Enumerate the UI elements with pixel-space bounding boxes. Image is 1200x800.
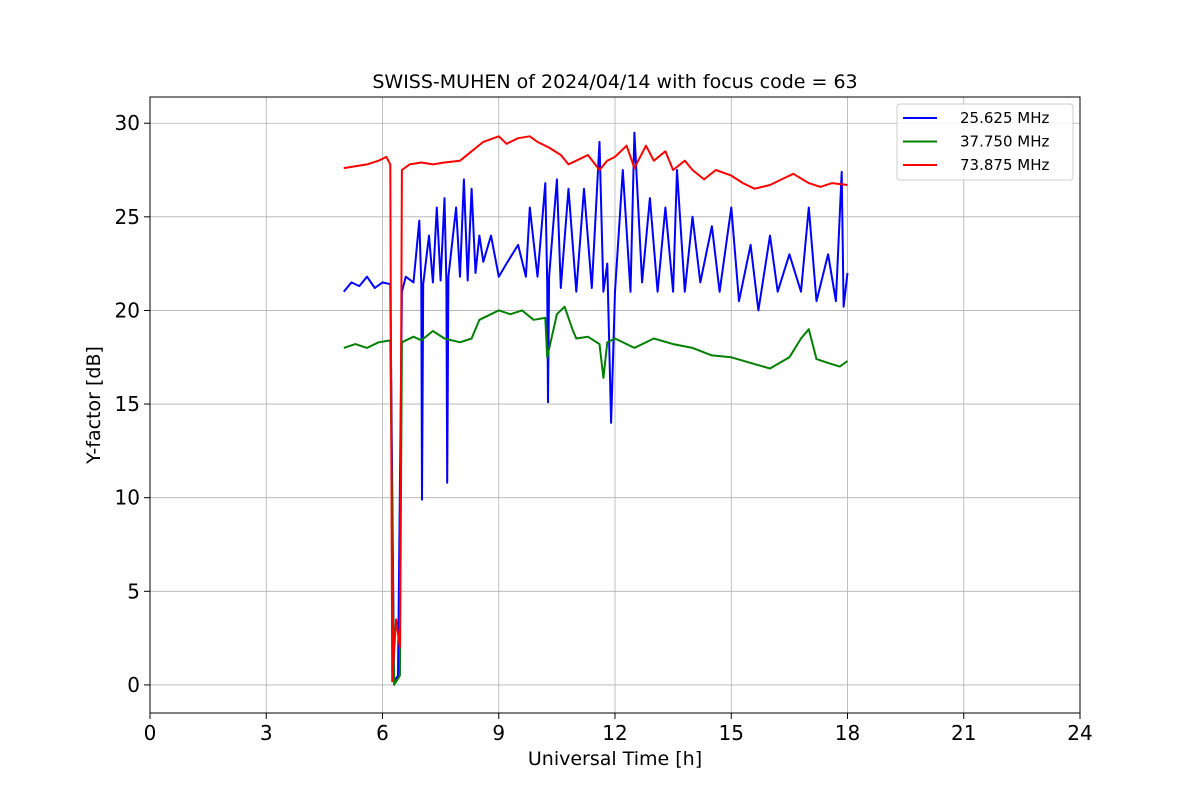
series-line-1 xyxy=(343,305,849,686)
y-axis-label: Y-factor [dB] xyxy=(83,346,105,465)
x-axis-ticks: 0 3 6 9 12 15 18 21 24 xyxy=(144,713,1093,745)
y-tick-label: 15 xyxy=(115,392,140,416)
y-tick-label: 25 xyxy=(115,205,140,229)
y-tick-label: 30 xyxy=(115,111,140,135)
x-tick-label: 0 xyxy=(144,721,157,745)
plot-lines xyxy=(343,131,849,686)
y-axis-ticks: 0 5 10 15 20 25 30 xyxy=(115,111,150,697)
legend-label-2: 73.875 MHz xyxy=(960,156,1049,174)
legend: 25.625 MHz 37.750 MHz 73.875 MHz xyxy=(896,103,1074,181)
series-line-0 xyxy=(343,131,849,683)
x-tick-label: 24 xyxy=(1067,721,1092,745)
legend-box xyxy=(896,103,1074,181)
x-tick-label: 3 xyxy=(260,721,273,745)
x-tick-label: 21 xyxy=(951,721,976,745)
chart-title: SWISS-MUHEN of 2024/04/14 with focus cod… xyxy=(372,71,857,93)
y-tick-label: 20 xyxy=(115,298,140,322)
x-tick-label: 18 xyxy=(835,721,860,745)
y-tick-label: 10 xyxy=(115,486,140,510)
x-tick-label: 6 xyxy=(376,721,389,745)
series-line-2 xyxy=(343,135,848,683)
y-tick-label: 5 xyxy=(127,579,140,603)
y-tick-label: 0 xyxy=(127,673,140,697)
legend-label-0: 25.625 MHz xyxy=(960,109,1049,127)
x-axis-label: Universal Time [h] xyxy=(528,748,702,770)
x-tick-label: 12 xyxy=(602,721,627,745)
x-tick-label: 15 xyxy=(719,721,744,745)
x-tick-label: 9 xyxy=(492,721,505,745)
legend-label-1: 37.750 MHz xyxy=(960,133,1049,151)
